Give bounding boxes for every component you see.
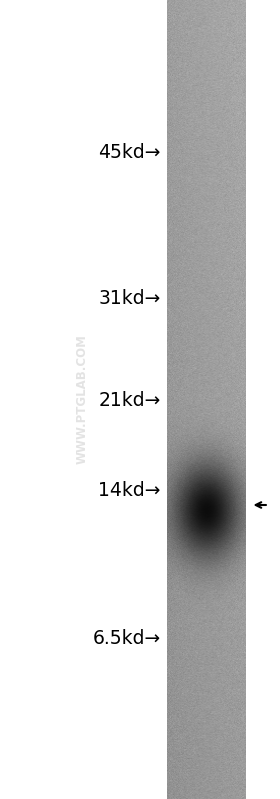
Text: WWW.PTGLAB.COM: WWW.PTGLAB.COM [76,335,89,464]
Text: 6.5kd→: 6.5kd→ [93,629,161,647]
Text: 31kd→: 31kd→ [99,288,161,308]
Text: 14kd→: 14kd→ [99,480,161,499]
Text: 45kd→: 45kd→ [99,142,161,161]
Text: 21kd→: 21kd→ [99,391,161,410]
